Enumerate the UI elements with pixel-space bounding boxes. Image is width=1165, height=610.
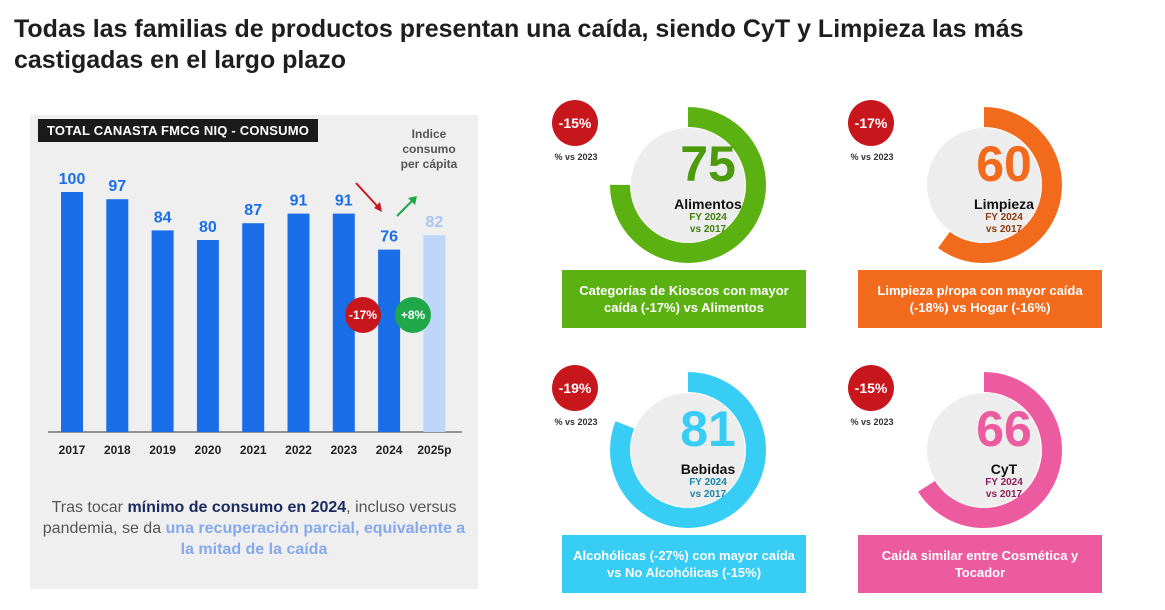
donut-center: [927, 128, 1041, 242]
summary-note: Tras tocar mínimo de consumo en 2024, in…: [34, 497, 474, 560]
family-caption: Categorías de Kioscos con mayor caída (-…: [562, 270, 806, 328]
family-name: Alimentos: [674, 196, 742, 212]
bar-2020: [196, 240, 219, 432]
pct-note: % vs 2023: [554, 152, 598, 162]
summary-strong: mínimo de consumo en 2024: [127, 499, 347, 516]
trend-up-arrow-icon: [396, 196, 417, 217]
bar-2018: [106, 199, 129, 432]
summary-text-1: Tras tocar: [51, 499, 128, 516]
bar-value-label: 82: [426, 214, 444, 231]
x-tick-label: 2024: [376, 443, 403, 457]
page-title: Todas las familias de productos presenta…: [14, 15, 1024, 74]
x-tick-label: 2020: [195, 443, 222, 457]
summary-text-2: , incluso versus pandemia, se da: [42, 499, 457, 537]
family-caption: Caída similar entre Cosmética y Tocador: [858, 535, 1102, 593]
x-tick-label: 2022: [285, 443, 312, 457]
family-index-value: 75: [680, 136, 736, 192]
donut-arc: [610, 107, 766, 263]
x-tick-label: 2023: [330, 443, 357, 457]
pct-note: % vs 2023: [850, 417, 894, 427]
pct-badge: -15%: [552, 100, 598, 146]
bar-2025p: [423, 235, 446, 432]
summary-accent: una recuperación parcial, equivalente a …: [165, 520, 466, 558]
donut-arc: [610, 372, 766, 528]
family-period: FY 2024 vs 2017: [689, 477, 727, 500]
index-note: Indice consumo per cápita: [400, 127, 458, 171]
x-tick-label: 2017: [59, 443, 86, 457]
bar-2023: [332, 213, 355, 432]
family-card-limpieza: -17% % vs 2023 60 Limpieza FY 2024 vs 201…: [848, 100, 1138, 345]
donut-ring: [610, 107, 766, 263]
bar-value-label: 76: [380, 229, 398, 246]
bar-2024: [378, 249, 401, 432]
family-period: FY 2024 vs 2017: [985, 477, 1023, 500]
pct-badge: -17%: [848, 100, 894, 146]
pct-note: % vs 2023: [850, 152, 894, 162]
family-caption: Alcohólicas (-27%) con mayor caída vs No…: [562, 535, 806, 593]
bar-value-label: 100: [59, 171, 86, 188]
trend-down-arrow-icon: [355, 182, 382, 212]
donut-ring: [610, 372, 766, 528]
pct-badge: -15%: [848, 365, 894, 411]
bar-2022: [287, 213, 310, 432]
bar-chart: 100 2017 97 2018 84 2019 80 2020 87 2021 91 2022 91 2…: [48, 171, 462, 457]
family-caption: Limpieza p/ropa con mayor caída (-18%) v…: [858, 270, 1102, 328]
family-index-value: 66: [976, 401, 1032, 457]
donut-center: [631, 128, 745, 242]
family-card-alimentos: -15% % vs 2023 75 Alimentos FY 2024 vs 20…: [552, 100, 842, 345]
decline-badge: -17%: [345, 297, 381, 333]
family-index-value: 81: [680, 401, 736, 457]
family-card-cyt: -15% % vs 2023 66 CyT FY 2024 vs 2017 Caí…: [848, 365, 1138, 610]
family-period: FY 2024 vs 2017: [689, 212, 727, 235]
donut-center: [631, 393, 745, 507]
pct-badge: -19%: [552, 365, 598, 411]
family-name: Limpieza: [974, 196, 1034, 212]
bar-value-label: 97: [108, 178, 126, 195]
recovery-badge: +8%: [395, 297, 431, 333]
x-tick-label: 2019: [149, 443, 176, 457]
bar-2019: [151, 230, 174, 432]
family-name: CyT: [990, 461, 1018, 477]
donut-center: [927, 393, 1041, 507]
donut-ring: [906, 107, 1062, 263]
pct-note: % vs 2023: [554, 417, 598, 427]
family-card-bebidas: -19% % vs 2023 81 Bebidas FY 2024 vs 2017…: [552, 365, 842, 610]
bar-value-label: 91: [335, 193, 353, 210]
x-tick-label: 2021: [240, 443, 267, 457]
bar-value-label: 84: [154, 209, 172, 226]
family-period: FY 2024 vs 2017: [985, 212, 1023, 235]
x-tick-label: 2025p: [417, 443, 451, 457]
family-name: Bebidas: [680, 461, 736, 477]
donut-arc: [906, 372, 1062, 528]
panel-tag: TOTAL CANASTA FMCG NIQ - CONSUMO: [38, 119, 319, 142]
bar-value-label: 87: [244, 202, 262, 219]
bar-2017: [61, 192, 83, 432]
bar-value-label: 80: [199, 219, 217, 236]
x-tick-label: 2018: [104, 443, 131, 457]
bar-2021: [242, 223, 265, 432]
bar-value-label: 91: [290, 193, 308, 210]
donut-ring: [906, 372, 1062, 528]
family-index-value: 60: [976, 136, 1032, 192]
donut-arc: [906, 107, 1062, 263]
